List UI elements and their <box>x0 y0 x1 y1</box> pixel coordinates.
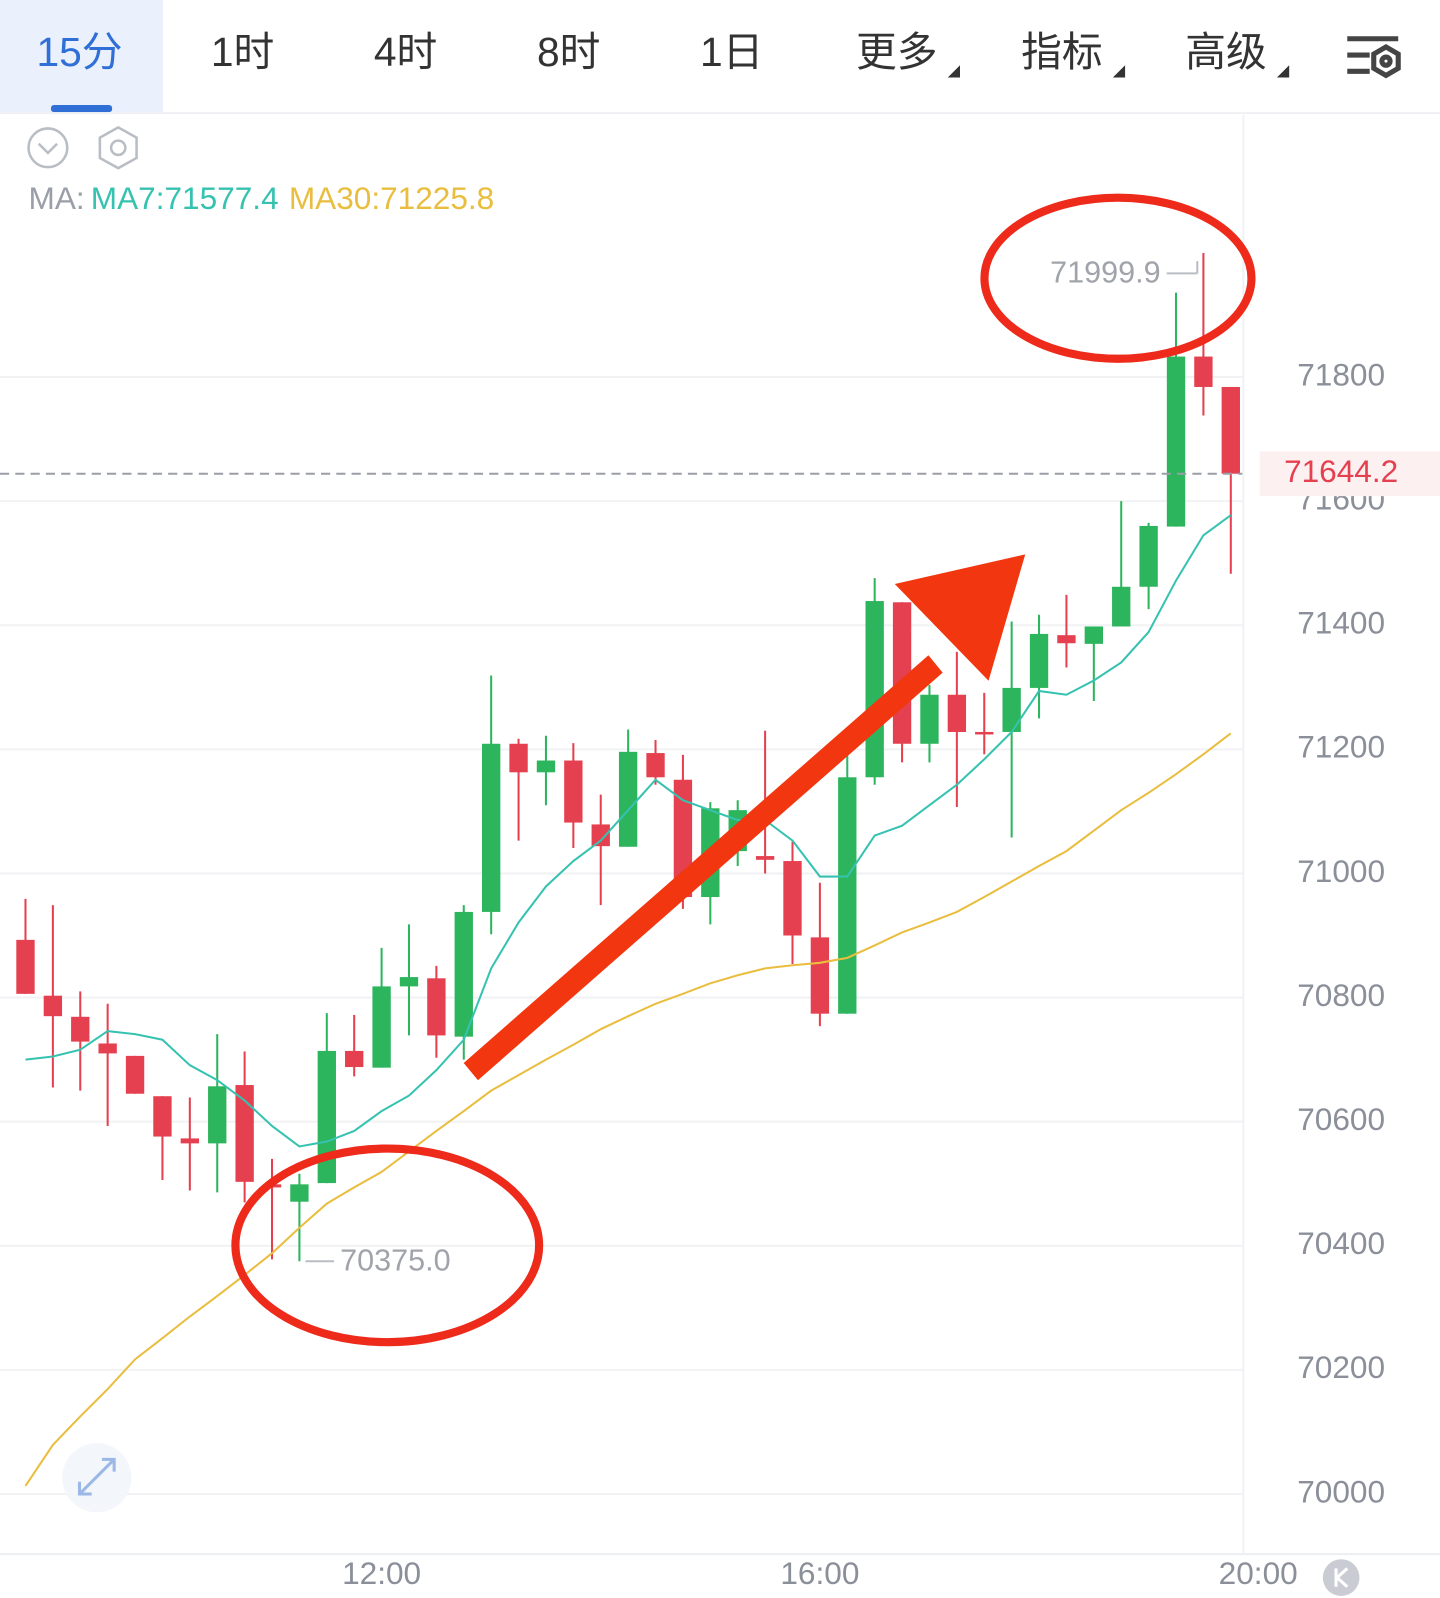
y-tick-label: 71200 <box>1297 729 1385 765</box>
tab[interactable]: 更多 <box>856 29 938 75</box>
candle-body <box>125 1055 145 1094</box>
candle-body <box>208 1086 227 1144</box>
dropdown-caret <box>1112 65 1126 78</box>
y-tick-label: 71400 <box>1297 605 1385 641</box>
annotation-label: 71999.9 <box>1050 255 1160 289</box>
candle-body <box>454 911 473 1037</box>
dropdown-caret <box>947 65 960 78</box>
y-tick-label: 71800 <box>1297 356 1385 392</box>
settings-hex-icon[interactable] <box>98 125 138 170</box>
candle-body <box>235 1085 254 1182</box>
candle-body <box>1166 356 1186 527</box>
y-tick-label: 70800 <box>1297 977 1385 1013</box>
candle-body <box>317 1050 336 1184</box>
candle-body <box>591 824 610 847</box>
candle-body <box>810 937 830 1014</box>
annotation-label: 70375.0 <box>340 1243 450 1277</box>
tab[interactable]: 4时 <box>374 29 437 75</box>
active-tab-indicator <box>50 104 113 113</box>
ma-prefix: MA: <box>29 180 85 216</box>
candle-body <box>1139 525 1158 587</box>
ma-legend: MA: MA7:71577.4 MA30:71225.8 <box>29 180 495 216</box>
y-tick-label: 70200 <box>1297 1349 1385 1385</box>
dropdown-caret <box>1276 65 1290 78</box>
candle-body <box>509 743 528 773</box>
x-tick-label: 16:00 <box>780 1555 859 1591</box>
candle-body <box>1221 386 1240 474</box>
candle-body <box>1112 586 1131 627</box>
candle-body <box>783 861 802 936</box>
candle-body <box>98 1043 117 1054</box>
settings-icon[interactable] <box>1347 36 1401 79</box>
x-tick-label: 12:00 <box>342 1555 421 1591</box>
candle-body <box>372 986 391 1068</box>
collapse-icon[interactable] <box>27 127 69 169</box>
last-price-bg <box>1259 451 1440 497</box>
candle-body <box>1194 356 1213 387</box>
candle-body <box>947 694 967 732</box>
tab[interactable]: 15分 <box>36 29 122 75</box>
y-tick-label: 70600 <box>1297 1101 1385 1137</box>
ma-line <box>25 514 1232 1148</box>
candle-body <box>427 978 446 1036</box>
x-tick-label: 20:00 <box>1219 1555 1298 1591</box>
legend-entry: MA7:71577.4 <box>91 180 279 216</box>
expand-icon[interactable] <box>62 1443 132 1513</box>
tab[interactable]: 1日 <box>700 29 763 75</box>
last-price-label: 71644.2 <box>1284 453 1398 489</box>
candle-body <box>1029 633 1049 688</box>
tab[interactable]: 指标 <box>1021 29 1103 75</box>
y-tick-label: 70400 <box>1297 1225 1385 1261</box>
legend-entry: MA30:71225.8 <box>289 180 494 216</box>
tab[interactable]: 1时 <box>211 29 274 75</box>
candle-body <box>1002 687 1021 732</box>
tab-bar <box>0 0 1440 113</box>
candle-body <box>755 856 775 860</box>
candle-body <box>43 995 63 1017</box>
candle-body <box>153 1096 172 1137</box>
candle-body <box>646 753 665 778</box>
candle-body <box>399 977 419 987</box>
axes: 70000 70200 70400 70600 70800 71000 71200 71400… <box>305 255 1440 1591</box>
candle-body <box>975 731 994 735</box>
candle-body <box>920 694 939 744</box>
candle-body <box>838 777 857 1014</box>
highlight-ellipse <box>231 1144 544 1347</box>
candle-body <box>71 1016 90 1042</box>
tab[interactable]: 8时 <box>537 29 600 75</box>
highlight-ellipse <box>980 193 1256 363</box>
candle-body <box>1057 635 1076 644</box>
candle-body <box>180 1138 200 1144</box>
candle-body <box>345 1050 364 1068</box>
candle-body <box>290 1184 309 1202</box>
candle-body <box>1084 626 1104 644</box>
k-button[interactable] <box>1322 1559 1360 1596</box>
y-tick-label: 71000 <box>1297 853 1385 889</box>
candle-body <box>536 760 556 773</box>
y-tick-label: 70000 <box>1297 1473 1385 1509</box>
candle-body <box>618 751 638 847</box>
candle-body <box>16 939 35 994</box>
arrow-shaft <box>463 655 943 1081</box>
active-tab-bg[interactable] <box>0 0 164 113</box>
candle-body <box>481 743 501 912</box>
candle-body <box>865 601 884 778</box>
plot-area <box>0 252 1244 1495</box>
candle-body <box>564 760 583 823</box>
tab[interactable]: 高级 <box>1185 29 1267 75</box>
ma-line <box>24 732 1232 1487</box>
arrow-head <box>894 554 1026 681</box>
